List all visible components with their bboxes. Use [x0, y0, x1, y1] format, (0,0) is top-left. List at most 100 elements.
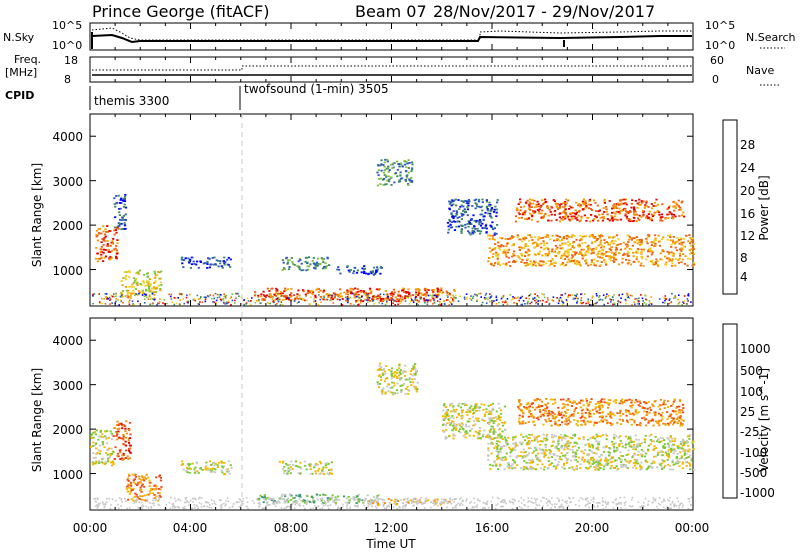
power-echo-cell	[643, 301, 646, 304]
power-echo-cell	[460, 200, 463, 202]
power-echo-cell	[397, 303, 399, 306]
velocity-echo-cell	[272, 499, 275, 502]
velocity-echo-cell	[522, 455, 526, 458]
power-echo-cell	[400, 162, 403, 165]
velocity-echo-cell	[589, 465, 592, 468]
velocity-echo-cell	[595, 452, 598, 455]
power-echo-cell	[642, 211, 645, 214]
power-echo-cell	[362, 300, 365, 303]
power-echo-cell	[608, 258, 611, 260]
velocity-echo-cell	[610, 424, 613, 426]
velocity-echo-cell	[121, 427, 124, 430]
velocity-echo-cell	[396, 392, 399, 395]
power-echo-cell	[631, 304, 633, 306]
power-echo-cell	[393, 162, 396, 164]
velocity-echo-cell	[322, 502, 325, 504]
velocity-echo-cell	[525, 465, 528, 468]
velocity-echo-cell	[400, 389, 403, 391]
velocity-echo-cell	[326, 497, 329, 499]
velocity-echo-cell	[660, 468, 664, 470]
power-echo-cell	[98, 227, 102, 230]
velocity-echo-cell	[310, 496, 314, 498]
power-echo-cell	[645, 258, 648, 261]
power-echo-cell	[521, 258, 524, 261]
power-echo-cell	[553, 200, 556, 203]
velocity-echo-cell	[685, 449, 688, 451]
velocity-echo-cell	[536, 463, 539, 466]
power-echo-cell	[525, 252, 528, 255]
power-echo-cell	[565, 198, 568, 201]
velocity-echo-cell	[620, 461, 623, 463]
power-echo-cell	[513, 302, 515, 304]
power-echo-cell	[359, 289, 362, 292]
velocity-echo-cell	[297, 472, 300, 475]
velocity-echo-cell	[604, 433, 608, 436]
power-echo-cell	[692, 256, 695, 259]
power-echo-cell	[571, 245, 574, 247]
power-echo-cell	[573, 258, 576, 261]
power-echo-cell	[604, 252, 607, 255]
velocity-echo-cell	[676, 418, 679, 420]
velocity-echo-cell	[465, 411, 468, 413]
power-echo-cell	[645, 205, 648, 207]
power-echo-cell	[500, 244, 503, 246]
power-echo-cell	[526, 217, 529, 220]
velocity-echo-cell	[544, 410, 547, 412]
power-echo-cell	[563, 216, 566, 219]
power-echo-cell	[293, 300, 296, 302]
power-echo-cell	[132, 289, 135, 292]
power-echo-cell	[542, 299, 544, 302]
power-echo-cell	[618, 212, 622, 215]
power-echo-cell	[368, 287, 372, 290]
velocity-echo-cell	[534, 436, 537, 439]
velocity-echo-cell	[588, 444, 591, 447]
power-echo-cell	[538, 253, 541, 256]
power-echo-cell	[336, 298, 339, 301]
power-echo-cell	[645, 240, 648, 243]
velocity-echo-cell	[492, 420, 495, 422]
power-echo-cell	[644, 204, 647, 206]
power-echo-cell	[397, 295, 399, 297]
velocity-echo-cell	[558, 437, 561, 440]
velocity-echo-cell	[400, 390, 403, 393]
power-echo-cell	[433, 301, 436, 304]
velocity-echo-cell	[452, 405, 455, 408]
power-echo-cell	[650, 213, 653, 216]
velocity-echo-cell	[348, 499, 351, 502]
power-echo-cell	[516, 234, 519, 237]
velocity-echo-cell	[592, 424, 596, 427]
velocity-echo-cell	[560, 439, 564, 441]
velocity-echo-cell	[386, 385, 389, 388]
power-echo-cell	[587, 216, 590, 219]
power-echo-cell	[513, 297, 516, 299]
power-echo-cell	[654, 261, 657, 263]
power-echo-cell	[477, 198, 481, 201]
velocity-echo-cell	[648, 464, 651, 467]
velocity-echo-cell	[640, 467, 644, 470]
power-echo-cell	[618, 252, 621, 254]
velocity-echo-cell	[186, 471, 189, 474]
velocity-echo-cell	[635, 446, 638, 449]
power-echo-cell	[587, 298, 590, 301]
velocity-echo-cell	[610, 464, 613, 467]
power-echo-cell	[432, 302, 434, 305]
power-echo-cell	[575, 251, 578, 254]
power-echo-cell	[665, 261, 668, 264]
beam-label: Beam 07	[355, 2, 427, 21]
velocity-echo-cell	[391, 391, 394, 394]
velocity-echo-cell	[191, 462, 194, 465]
velocity-echo-cell	[98, 462, 101, 464]
velocity-echo-cell	[557, 438, 560, 441]
velocity-echo-cell	[111, 453, 114, 455]
power-echo-cell	[311, 260, 314, 262]
power-echo-cell	[653, 201, 657, 204]
power-echo-cell	[157, 302, 159, 305]
velocity-echo-cell	[511, 463, 514, 466]
velocity-echo-cell	[560, 458, 563, 461]
power-echo-cell	[470, 299, 473, 301]
power-echo-cell	[269, 295, 272, 298]
power-echo-cell	[488, 201, 491, 204]
velocity-echo-cell	[473, 420, 476, 422]
power-echo-cell	[128, 285, 131, 288]
velocity-echo-cell	[402, 370, 405, 372]
